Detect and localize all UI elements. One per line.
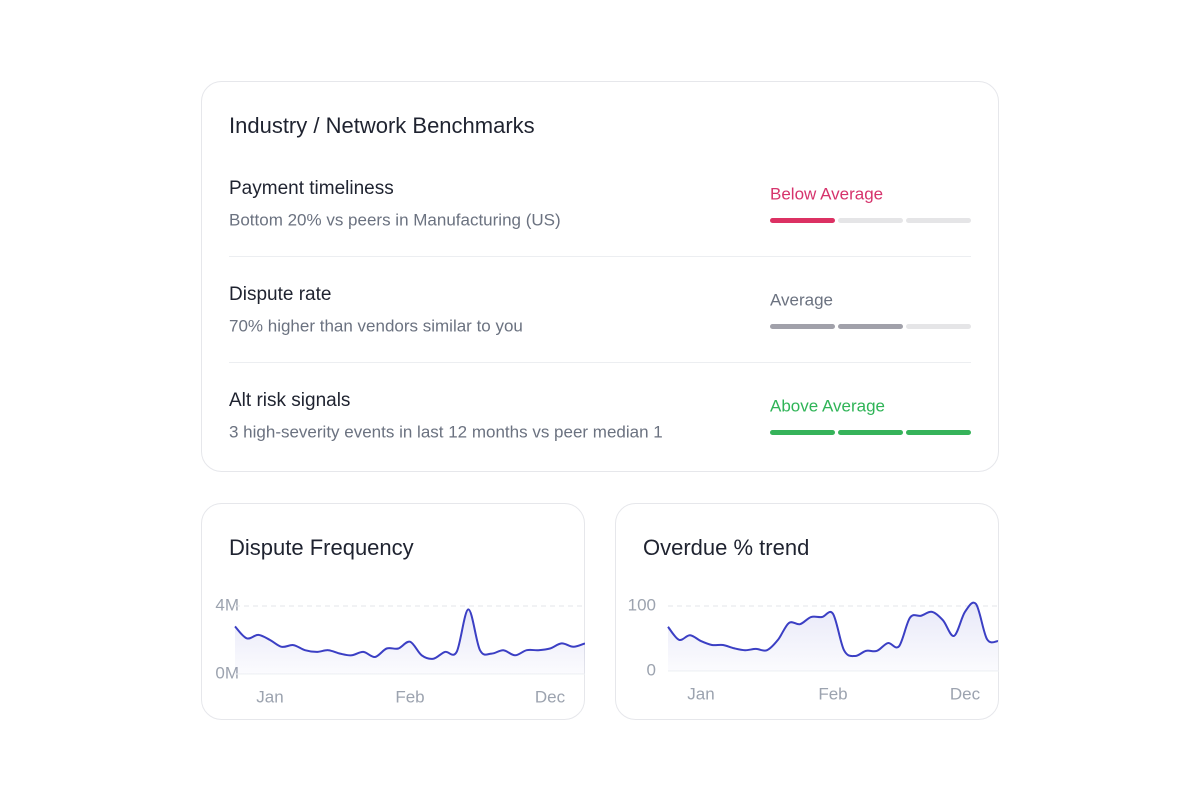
rating-segment xyxy=(838,324,903,329)
line xyxy=(667,601,999,658)
rating-segment xyxy=(906,430,971,435)
rating-segment xyxy=(770,218,835,223)
row-description: Bottom 20% vs peers in Manufacturing (US… xyxy=(229,210,561,229)
x-tick-label: Feb xyxy=(395,687,424,706)
card-title: Industry / Network Benchmarks xyxy=(229,113,535,138)
x-tick-label: Dec xyxy=(535,687,566,706)
rating-segment xyxy=(906,218,971,223)
x-tick-label: Feb xyxy=(818,684,847,703)
line-area xyxy=(235,609,585,674)
row-label: Alt risk signals xyxy=(229,390,350,411)
y-tick-label: 4M xyxy=(215,595,239,614)
plot xyxy=(234,608,585,674)
benchmarks-card xyxy=(201,81,999,472)
row-description: 3 high-severity events in last 12 months… xyxy=(229,422,663,441)
line xyxy=(234,608,585,660)
rating-label: Below Average xyxy=(770,184,883,203)
x-tick-label: Dec xyxy=(950,684,981,703)
chart-title: Dispute Frequency xyxy=(229,535,414,560)
rating-label: Average xyxy=(770,290,833,309)
y-tick-label: 0 xyxy=(647,660,656,679)
y-tick-label: 100 xyxy=(628,595,656,614)
rating-segment xyxy=(770,430,835,435)
x-tick-label: Jan xyxy=(687,684,714,703)
chart-title: Overdue % trend xyxy=(643,535,809,560)
rating-segment xyxy=(838,218,903,223)
rating-segment xyxy=(770,324,835,329)
rating-segment xyxy=(906,324,971,329)
line-area xyxy=(668,602,998,671)
row-label: Dispute rate xyxy=(229,284,331,305)
x-tick-label: Jan xyxy=(256,687,283,706)
row-label: Payment timeliness xyxy=(229,178,394,199)
row-description: 70% higher than vendors similar to you xyxy=(229,316,523,335)
plot xyxy=(667,601,999,671)
rating-label: Above Average xyxy=(770,396,885,415)
y-tick-label: 0M xyxy=(215,663,239,682)
rating-segment xyxy=(838,430,903,435)
